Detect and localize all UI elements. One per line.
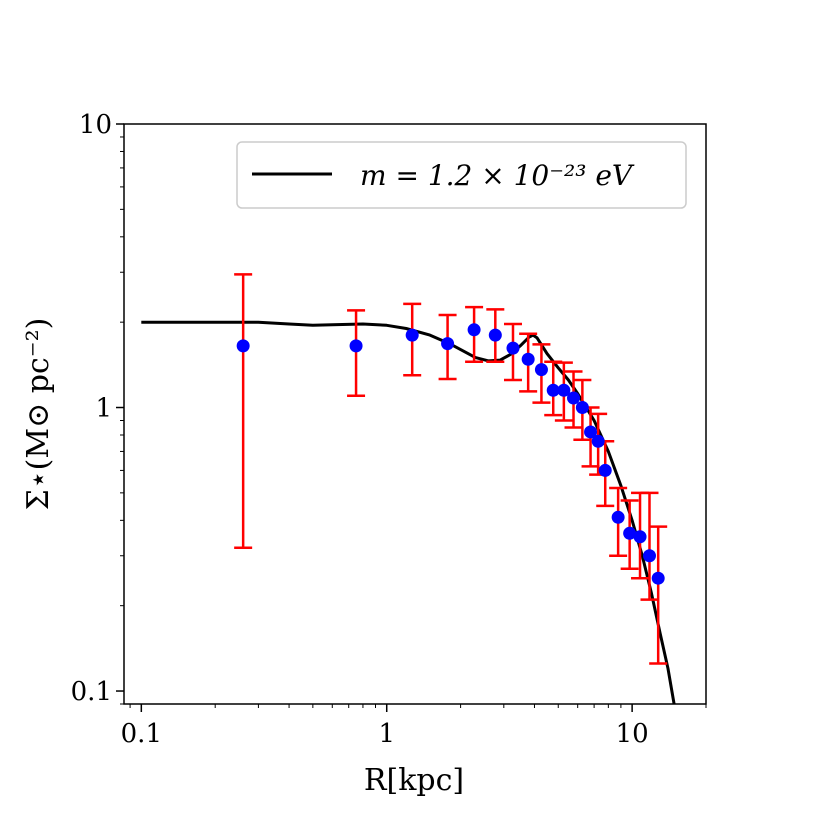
y-axis-label: Σ⋆(M⊙ pc⁻²) bbox=[21, 318, 56, 511]
x-tick-label: 1 bbox=[378, 719, 395, 749]
data-point bbox=[623, 526, 637, 540]
y-tick-label: 1 bbox=[95, 394, 112, 424]
data-point bbox=[349, 339, 363, 353]
plot-frame bbox=[123, 123, 707, 705]
data-point bbox=[575, 401, 589, 415]
data-point bbox=[236, 339, 250, 353]
data-point bbox=[534, 363, 548, 377]
data-point bbox=[557, 383, 571, 397]
points-layer bbox=[236, 323, 665, 585]
data-point bbox=[591, 434, 605, 448]
data-point bbox=[642, 549, 656, 563]
data-point bbox=[598, 463, 612, 477]
x-tick-label: 0.1 bbox=[121, 719, 162, 749]
legend-label: m = 1.2 × 10⁻²³ eV bbox=[360, 159, 635, 192]
data-point bbox=[546, 383, 560, 397]
ticks-layer: 0.1 1 10 0.1 1 10 bbox=[71, 110, 707, 749]
x-axis-label: R[kpc] bbox=[364, 763, 464, 798]
x-tick-label: 10 bbox=[616, 719, 649, 749]
data-point bbox=[584, 425, 598, 439]
y-tick-label: 10 bbox=[79, 110, 112, 140]
y-tick-label: 0.1 bbox=[71, 677, 112, 707]
data-point bbox=[405, 328, 419, 342]
data-point bbox=[651, 571, 665, 585]
data-point bbox=[567, 391, 581, 405]
legend-box bbox=[236, 141, 687, 209]
data-point bbox=[506, 341, 520, 355]
legend: m = 1.2 × 10⁻²³ eV bbox=[236, 141, 687, 209]
data-point bbox=[633, 530, 647, 544]
data-point bbox=[521, 352, 535, 366]
errorbar-layer bbox=[234, 273, 668, 665]
data-point bbox=[488, 328, 502, 342]
data-point bbox=[441, 337, 455, 351]
data-point bbox=[467, 323, 481, 337]
data-point bbox=[611, 510, 625, 524]
